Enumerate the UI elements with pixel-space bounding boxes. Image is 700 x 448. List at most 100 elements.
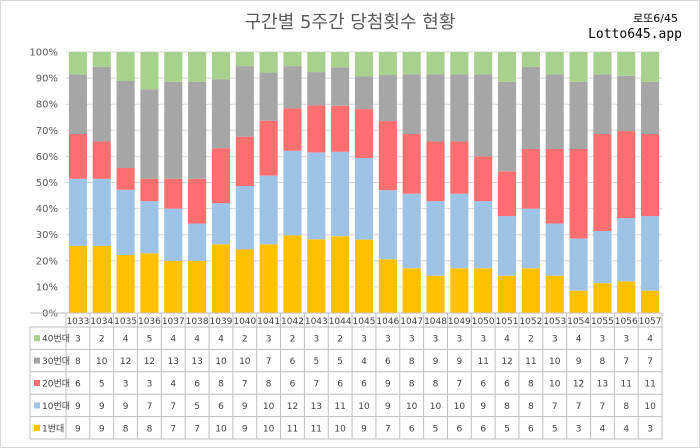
table-cell: 8 xyxy=(528,380,534,390)
table-cell: 6 xyxy=(337,380,343,390)
bar-segment xyxy=(378,52,397,76)
bar-segment xyxy=(641,52,660,82)
bar-segment xyxy=(259,52,278,73)
bar-segment xyxy=(378,121,397,191)
bar-segment xyxy=(497,52,517,82)
bar-segment xyxy=(92,52,111,67)
bar-segment xyxy=(92,66,111,142)
y-tick-label: 50% xyxy=(36,178,58,189)
table-cell: 7 xyxy=(194,424,200,434)
table-cell: 5 xyxy=(194,402,200,412)
table-cell: 3 xyxy=(147,380,153,390)
table-cell: 7 xyxy=(647,357,653,367)
x-tick-label: 1043 xyxy=(305,317,328,327)
table-cell: 7 xyxy=(623,357,629,367)
x-tick-label: 1051 xyxy=(496,317,519,327)
y-tick-label: 70% xyxy=(36,126,58,137)
bar-segment xyxy=(641,134,660,217)
table-cell: 3 xyxy=(552,335,558,345)
bar-segment xyxy=(68,245,87,313)
table-cell: 10 xyxy=(239,357,251,367)
table-cell: 10 xyxy=(406,402,418,412)
table-cell: 3 xyxy=(123,380,129,390)
table-cell: 9 xyxy=(242,402,248,412)
brand-label: 로또6/45 xyxy=(633,12,678,25)
bar-segment xyxy=(211,203,231,245)
bar-segment xyxy=(307,152,326,240)
table-cell: 9 xyxy=(433,357,439,367)
bar-segment xyxy=(235,136,254,187)
x-tick-label: 1041 xyxy=(257,317,280,327)
bar-segment xyxy=(140,201,159,254)
legend-label: 40번대 xyxy=(42,334,70,345)
bar-segment xyxy=(68,134,87,179)
bar-segment xyxy=(116,189,135,255)
table-cell: 8 xyxy=(147,424,153,434)
x-tick-label: 1038 xyxy=(186,317,209,327)
bar-segment xyxy=(283,52,302,67)
table-cell: 6 xyxy=(528,424,534,434)
table-cell: 3 xyxy=(480,335,486,345)
x-tick-label: 1036 xyxy=(138,317,161,327)
bar-segment xyxy=(164,260,183,313)
x-tick-label: 1054 xyxy=(567,317,590,327)
table-cell: 10 xyxy=(96,357,108,367)
table-cell: 7 xyxy=(147,402,153,412)
bar-segment xyxy=(593,283,612,313)
table-cell: 3 xyxy=(75,335,81,345)
table-cell: 11 xyxy=(311,424,322,434)
bar-segment xyxy=(402,74,421,135)
bar-segment xyxy=(402,268,421,313)
bar-segment xyxy=(164,178,183,209)
bar-segment xyxy=(164,208,183,261)
bar-segment xyxy=(474,201,493,269)
bar-segment xyxy=(188,223,207,261)
legend-label: 10번대 xyxy=(42,401,70,412)
brand-site: Lotto645.app xyxy=(588,27,682,42)
table-cell: 8 xyxy=(528,402,534,412)
table-cell: 8 xyxy=(504,402,510,412)
bar-segment xyxy=(497,216,517,276)
legend-label: 30번대 xyxy=(42,356,70,367)
table-cell: 12 xyxy=(287,402,298,412)
table-cell: 9 xyxy=(75,402,81,412)
table-cell: 2 xyxy=(242,335,248,345)
bar-segment xyxy=(617,75,636,132)
table-cell: 8 xyxy=(218,380,224,390)
bar-segment xyxy=(211,244,231,313)
bar-segment xyxy=(92,141,111,179)
bar-segment xyxy=(593,230,612,284)
bar-segment xyxy=(521,148,540,209)
table-cell: 8 xyxy=(266,380,272,390)
table-cell: 12 xyxy=(120,357,131,367)
bar-segment xyxy=(378,75,397,122)
bar-segment xyxy=(569,52,588,82)
table-cell: 11 xyxy=(477,357,488,367)
table-cell: 10 xyxy=(215,424,227,434)
bar-segment xyxy=(521,52,540,67)
bar-segment xyxy=(307,52,326,73)
bar-segment xyxy=(259,244,278,313)
table-cell: 5 xyxy=(552,424,558,434)
x-tick-label: 1052 xyxy=(519,317,542,327)
table-cell: 4 xyxy=(361,357,367,367)
table-cell: 8 xyxy=(623,402,629,412)
bar-segment xyxy=(331,52,350,68)
table-cell: 10 xyxy=(215,357,227,367)
table-cell: 4 xyxy=(504,335,510,345)
table-cell: 12 xyxy=(573,380,584,390)
table-cell: 7 xyxy=(456,380,462,390)
bar-segment xyxy=(92,178,111,246)
table-cell: 6 xyxy=(480,380,486,390)
x-tick-label: 1055 xyxy=(591,317,614,327)
bar-segment xyxy=(426,141,445,202)
table-cell: 10 xyxy=(334,424,346,434)
table-cell: 5 xyxy=(313,357,319,367)
table-cell: 3 xyxy=(600,335,606,345)
x-tick-label: 1035 xyxy=(114,317,137,327)
bar-segment xyxy=(354,109,374,159)
bar-segment xyxy=(283,235,302,313)
table-cell: 11 xyxy=(334,402,345,412)
y-tick-label: 60% xyxy=(36,152,58,163)
table-cell: 7 xyxy=(242,380,248,390)
